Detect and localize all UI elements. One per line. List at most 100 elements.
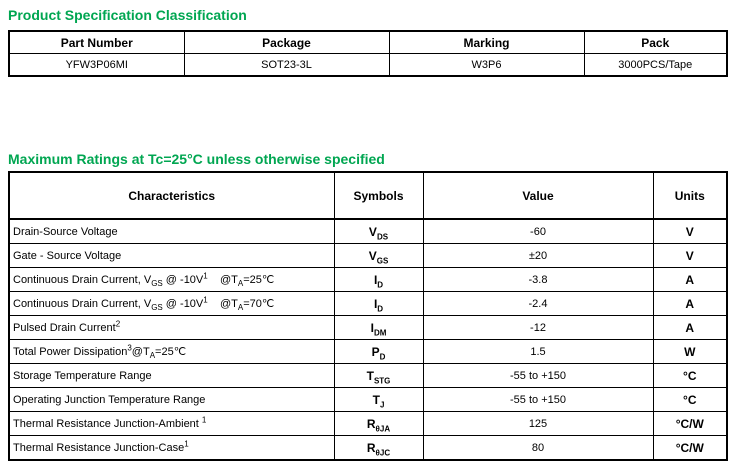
cell-text: -12	[530, 321, 546, 334]
sub-text: D	[377, 279, 384, 289]
sup-text: 1	[203, 271, 208, 281]
cell-text: I	[373, 296, 378, 311]
cell-text: °C/W	[675, 440, 704, 455]
units-cell: A	[652, 291, 728, 316]
cell-text: @T	[131, 346, 150, 358]
cell-text: YFW3P06MI	[65, 58, 128, 71]
ratings-row: Drain-Source Voltage VDS -60 V	[8, 218, 728, 244]
characteristic-cell: Drain-Source Voltage	[8, 218, 335, 244]
cell-text: @ -10V	[162, 274, 204, 286]
cell-text: 80	[531, 441, 545, 454]
units-cell: W	[652, 339, 728, 364]
cell-text: Symbols	[353, 188, 404, 203]
ratings-table-head: Characteristics Symbols Value Units	[8, 171, 728, 220]
cell-text: W	[684, 344, 696, 359]
ratings-col-header: Symbols	[333, 171, 424, 220]
symbol-cell: ID	[333, 267, 424, 292]
cell-text: Drain-Source Voltage	[13, 225, 118, 238]
ratings-row: Pulsed Drain Current2 IDM -12 A	[8, 315, 728, 340]
spec-cell: 3000PCS/Tape	[583, 53, 728, 77]
max-ratings-table: Characteristics Symbols Value Units Drain-S…	[8, 171, 728, 461]
cell-text: V	[368, 248, 377, 263]
cell-text: @ -10V	[162, 298, 204, 310]
spec-cell: W3P6	[388, 53, 585, 77]
sub-text: A	[149, 351, 156, 361]
ratings-body: Drain-Source Voltage V DS -60 V Gate - Source…	[8, 218, 728, 461]
spec-cell: SOT23-3L	[183, 53, 390, 77]
ratings-row: Storage Temperature Range TSTG -55 to +150…	[8, 363, 728, 388]
sub-text: GS	[151, 279, 163, 289]
cell-text: °C/W	[675, 416, 704, 431]
product-spec-table: Part Number Package Marking Pack YFW3P06MI S…	[8, 30, 728, 77]
ratings-header-row: Characteristics Symbols Value Units	[8, 171, 728, 220]
sub-text: J	[379, 399, 385, 409]
cell-text: Continuous Drain Current, V	[13, 274, 152, 286]
cell-text: =25℃	[243, 274, 275, 286]
cell-text: Total Power Dissipation	[13, 346, 128, 358]
cell-text: °C	[683, 368, 697, 383]
cell-text: Characteristics	[128, 188, 216, 203]
ratings-row: Thermal Resistance Junction-Case1 RθJC 80 °…	[8, 435, 728, 461]
ratings-col-header: Characteristics	[8, 171, 335, 220]
cell-text: 3000PCS/Tape	[618, 58, 693, 71]
symbol-cell: TJ	[333, 387, 424, 412]
value-cell: -55 to +150	[422, 387, 654, 412]
characteristic-cell: Continuous Drain Current, VGS @ -10V1 @T…	[8, 267, 335, 292]
units-cell: V	[652, 218, 728, 244]
cell-text: W3P6	[471, 58, 502, 71]
symbol-cell: RθJC	[333, 435, 424, 461]
ratings-row: Continuous Drain Current, VGS @ -10V1 @T…	[8, 267, 728, 292]
spec-col-header: Pack	[583, 30, 728, 54]
cell-text: Part Number	[60, 35, 133, 50]
spec-col-header: Package	[183, 30, 390, 54]
cell-text: Pack	[641, 35, 670, 50]
ratings-row: Thermal Resistance Junction-Ambient 1 RθJ…	[8, 411, 728, 436]
sub-text: DS	[376, 231, 389, 241]
characteristic-cell: Thermal Resistance Junction-Case1	[8, 435, 335, 461]
cell-text: 125	[528, 417, 548, 430]
cell-text: V	[685, 248, 694, 263]
ratings-row: Operating Junction Temperature Range TJ -5…	[8, 387, 728, 412]
sup-text: 1	[201, 414, 207, 424]
characteristic-cell: Total Power Dissipation3@TA=25℃	[8, 339, 335, 364]
value-cell: 1.5	[422, 339, 654, 364]
sub-text: A	[237, 303, 244, 313]
symbol-cell: ID	[333, 291, 424, 316]
cell-text: Gate - Source Voltage	[13, 249, 122, 262]
cell-text: V	[685, 224, 694, 239]
cell-text: -3.8	[528, 273, 548, 286]
cell-text: 1.5	[530, 345, 546, 358]
characteristic-cell: Continuous Drain Current, VGS @ -10V1 @T…	[8, 291, 335, 316]
cell-text: SOT23-3L	[261, 58, 312, 71]
sub-text: STG	[373, 375, 391, 385]
symbol-cell: IDM	[333, 315, 424, 340]
section-title-product-spec: Product Specification Classification	[8, 7, 247, 23]
cell-text: Units	[674, 188, 705, 203]
cell-text: @T	[207, 298, 238, 310]
cell-text: -60	[530, 225, 546, 238]
cell-text: Pulsed Drain Current	[13, 321, 116, 334]
cell-text: =70℃	[243, 298, 275, 310]
cell-text: T	[366, 368, 374, 383]
ratings-col-header: Units	[652, 171, 728, 220]
sub-text: GS	[151, 303, 163, 313]
sub-text: D	[379, 351, 386, 361]
sub-text: DM	[373, 327, 387, 337]
spec-body: YFW3P06MI SOT23-3L W3P6 3000PCS/Tape	[8, 53, 728, 77]
spec-col-header: Part Number	[8, 30, 185, 54]
value-cell: -60	[422, 218, 654, 244]
cell-text: -55 to +150	[510, 369, 566, 382]
sub-text: D	[377, 303, 384, 313]
sub-text: θJC	[375, 447, 391, 457]
cell-text: @T	[207, 274, 238, 286]
cell-text: °C	[683, 392, 697, 407]
sup-text: 2	[115, 318, 121, 328]
units-cell: °C/W	[652, 435, 728, 461]
sup-text: 1	[184, 438, 189, 448]
cell-text: =25℃	[155, 346, 187, 358]
value-cell: -3.8	[422, 267, 654, 292]
symbol-cell: RθJA	[333, 411, 424, 436]
spec-header-row: Part Number Package Marking Pack	[8, 30, 728, 54]
cell-text: T	[372, 392, 380, 407]
